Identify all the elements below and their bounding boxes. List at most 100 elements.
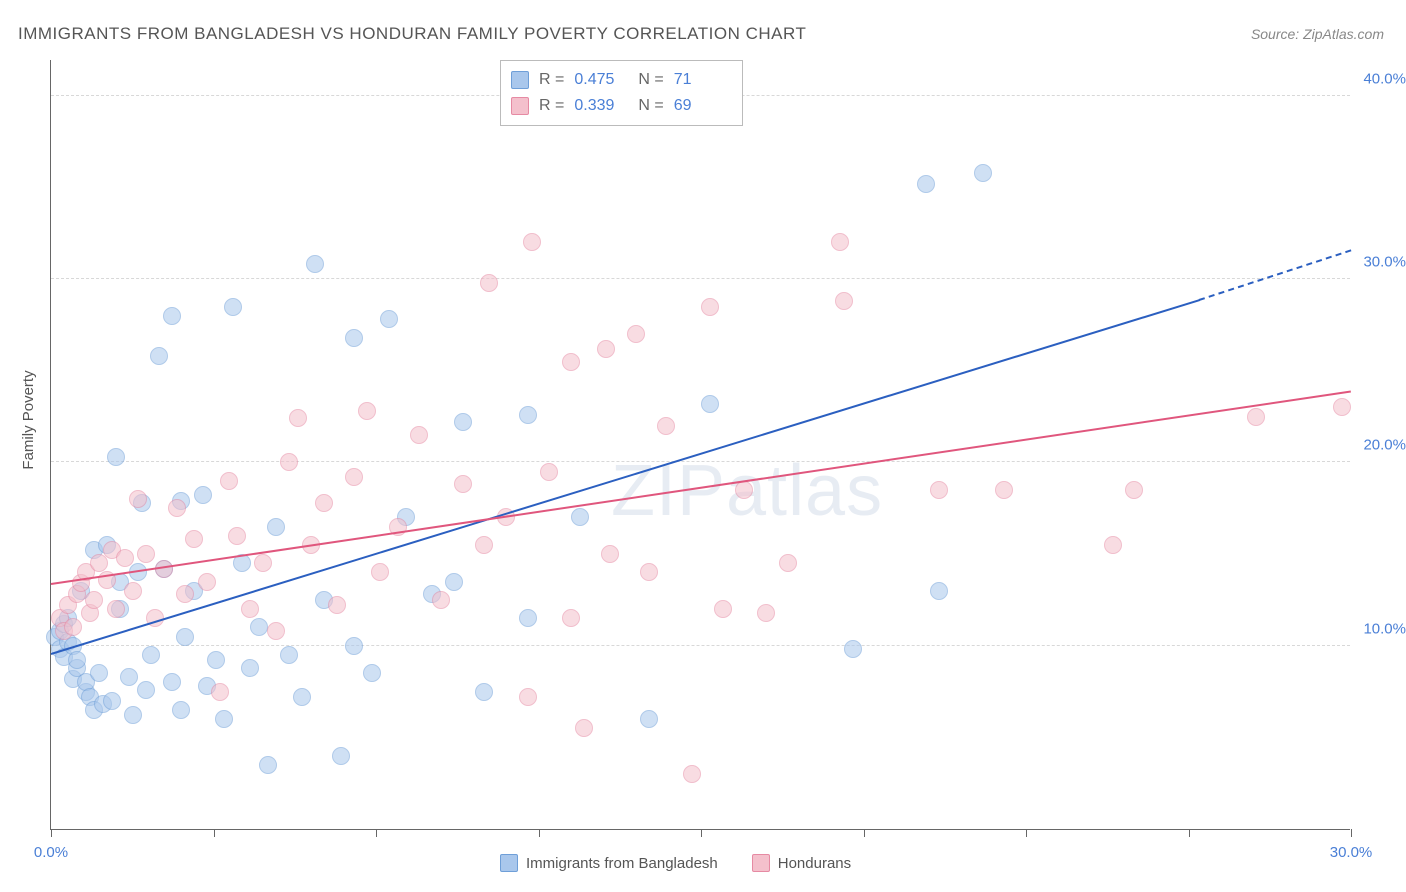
data-point-series-1 [306, 255, 324, 273]
data-point-series-2 [735, 481, 753, 499]
data-point-series-2 [701, 298, 719, 316]
data-point-series-2 [228, 527, 246, 545]
y-tick-label: 20.0% [1363, 437, 1406, 454]
data-point-series-1 [120, 668, 138, 686]
data-point-series-2 [835, 292, 853, 310]
data-point-series-2 [129, 490, 147, 508]
swatch-series-2 [511, 97, 529, 115]
trend-line [1199, 250, 1351, 301]
data-point-series-1 [454, 413, 472, 431]
data-point-series-2 [107, 600, 125, 618]
gridline [51, 645, 1350, 646]
y-tick-label: 40.0% [1363, 70, 1406, 87]
gridline [51, 278, 1350, 279]
data-point-series-2 [480, 274, 498, 292]
chart-container: IMMIGRANTS FROM BANGLADESH VS HONDURAN F… [0, 0, 1406, 892]
data-point-series-1 [90, 664, 108, 682]
data-point-series-1 [640, 710, 658, 728]
data-point-series-2 [241, 600, 259, 618]
trend-line [51, 391, 1351, 585]
data-point-series-2 [562, 353, 580, 371]
bottom-legend: Immigrants from Bangladesh Hondurans [500, 854, 851, 872]
data-point-series-2 [540, 463, 558, 481]
data-point-series-1 [974, 164, 992, 182]
legend-item-1: Immigrants from Bangladesh [500, 854, 718, 872]
x-tick [51, 829, 52, 837]
data-point-series-2 [358, 402, 376, 420]
x-tick [1189, 829, 1190, 837]
data-point-series-2 [1104, 536, 1122, 554]
legend-label-1: Immigrants from Bangladesh [526, 855, 718, 872]
legend-label-2: Hondurans [778, 855, 851, 872]
data-point-series-2 [640, 563, 658, 581]
data-point-series-1 [380, 310, 398, 328]
x-tick [539, 829, 540, 837]
data-point-series-1 [194, 486, 212, 504]
data-point-series-2 [1125, 481, 1143, 499]
legend-item-2: Hondurans [752, 854, 851, 872]
data-point-series-2 [454, 475, 472, 493]
data-point-series-2 [432, 591, 450, 609]
stat-r-1: 0.475 [574, 67, 628, 93]
data-point-series-1 [844, 640, 862, 658]
data-point-series-2 [597, 340, 615, 358]
chart-title: IMMIGRANTS FROM BANGLADESH VS HONDURAN F… [18, 24, 806, 44]
data-point-series-2 [562, 609, 580, 627]
data-point-series-1 [345, 329, 363, 347]
data-point-series-1 [280, 646, 298, 664]
data-point-series-1 [475, 683, 493, 701]
data-point-series-1 [103, 692, 121, 710]
stat-r-2: 0.339 [574, 93, 628, 119]
gridline [51, 461, 1350, 462]
data-point-series-2 [475, 536, 493, 554]
data-point-series-1 [445, 573, 463, 591]
data-point-series-2 [714, 600, 732, 618]
data-point-series-2 [254, 554, 272, 572]
x-tick [1351, 829, 1352, 837]
data-point-series-2 [371, 563, 389, 581]
stats-legend-box: R =0.475 N =71 R =0.339 N =69 [500, 60, 743, 126]
data-point-series-2 [601, 545, 619, 563]
data-point-series-2 [575, 719, 593, 737]
plot-area: ZIPatlas 10.0%20.0%30.0%40.0%0.0%30.0% [50, 60, 1350, 830]
data-point-series-2 [627, 325, 645, 343]
data-point-series-2 [1333, 398, 1351, 416]
data-point-series-2 [831, 233, 849, 251]
data-point-series-2 [198, 573, 216, 591]
data-point-series-2 [523, 233, 541, 251]
data-point-series-1 [519, 609, 537, 627]
data-point-series-2 [168, 499, 186, 517]
stats-row-2: R =0.339 N =69 [511, 93, 728, 119]
data-point-series-2 [779, 554, 797, 572]
data-point-series-2 [85, 591, 103, 609]
swatch-series-1 [511, 71, 529, 89]
data-point-series-1 [215, 710, 233, 728]
y-tick-label: 30.0% [1363, 254, 1406, 271]
data-point-series-2 [345, 468, 363, 486]
y-axis-title: Family Poverty [20, 370, 37, 469]
data-point-series-2 [1247, 408, 1265, 426]
data-point-series-2 [995, 481, 1013, 499]
data-point-series-2 [176, 585, 194, 603]
x-tick [701, 829, 702, 837]
data-point-series-1 [332, 747, 350, 765]
x-tick [864, 829, 865, 837]
data-point-series-2 [137, 545, 155, 563]
data-point-series-2 [116, 549, 134, 567]
data-point-series-2 [220, 472, 238, 490]
data-point-series-1 [571, 508, 589, 526]
data-point-series-1 [68, 651, 86, 669]
data-point-series-2 [315, 494, 333, 512]
data-point-series-1 [519, 406, 537, 424]
data-point-series-2 [328, 596, 346, 614]
data-point-series-2 [64, 618, 82, 636]
data-point-series-2 [410, 426, 428, 444]
x-tick-label: 30.0% [1330, 844, 1373, 861]
data-point-series-1 [163, 673, 181, 691]
x-tick [214, 829, 215, 837]
data-point-series-1 [267, 518, 285, 536]
data-point-series-1 [163, 307, 181, 325]
stat-n-1: 71 [674, 67, 728, 93]
data-point-series-1 [930, 582, 948, 600]
legend-swatch-1 [500, 854, 518, 872]
